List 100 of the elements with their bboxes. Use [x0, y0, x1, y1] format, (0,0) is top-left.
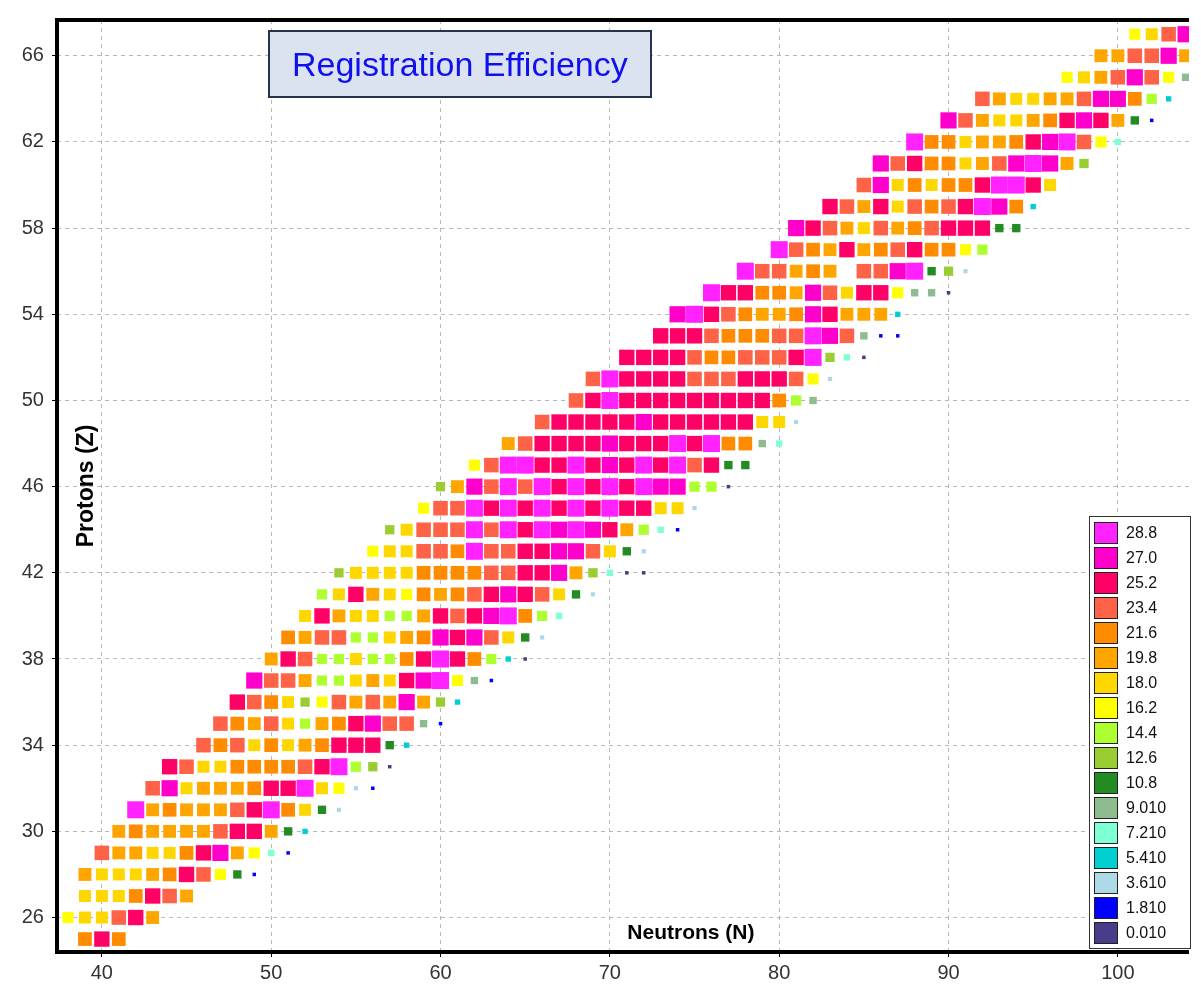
- y-tick-label: 46: [21, 474, 44, 497]
- point: [741, 460, 750, 470]
- point: [367, 545, 379, 557]
- point: [62, 911, 74, 924]
- point: [862, 355, 866, 360]
- point: [465, 499, 483, 517]
- point: [724, 460, 733, 470]
- point: [567, 478, 585, 496]
- point: [702, 435, 720, 453]
- point: [1165, 96, 1172, 102]
- point: [316, 782, 328, 795]
- x-tick-label: 60: [429, 960, 452, 983]
- point: [669, 435, 687, 453]
- x-tick-label: 50: [260, 960, 283, 983]
- point: [197, 760, 210, 773]
- point: [1058, 133, 1076, 151]
- y-tick-label: 38: [21, 646, 44, 669]
- point: [804, 306, 822, 323]
- legend-label: 28.8: [1126, 523, 1158, 542]
- point: [366, 609, 379, 622]
- point: [973, 198, 991, 216]
- point: [540, 635, 545, 640]
- point: [371, 786, 375, 791]
- point: [990, 176, 1008, 194]
- point: [671, 502, 684, 515]
- point: [840, 286, 853, 299]
- point: [316, 653, 328, 665]
- point: [95, 868, 108, 881]
- point: [533, 499, 551, 517]
- point: [601, 478, 619, 496]
- point: [1095, 136, 1107, 148]
- point: [282, 696, 295, 709]
- point: [891, 179, 904, 192]
- point: [652, 478, 669, 495]
- point: [892, 287, 904, 299]
- point: [959, 157, 972, 170]
- point: [770, 241, 788, 259]
- point: [521, 633, 530, 642]
- x-tick-label: 90: [937, 960, 960, 983]
- point: [533, 521, 551, 539]
- point: [550, 543, 568, 560]
- point: [773, 416, 786, 429]
- point: [879, 334, 883, 338]
- point: [432, 629, 449, 646]
- point: [1181, 73, 1189, 81]
- point: [465, 542, 483, 560]
- point: [635, 478, 653, 496]
- point: [1027, 92, 1040, 105]
- point: [669, 456, 687, 474]
- point: [316, 675, 328, 686]
- point: [1044, 179, 1057, 192]
- point: [1130, 116, 1139, 125]
- point: [706, 481, 717, 492]
- point: [1061, 71, 1073, 83]
- point: [1145, 28, 1158, 41]
- point: [286, 851, 290, 855]
- point: [895, 334, 900, 338]
- point: [212, 844, 229, 861]
- point: [334, 568, 344, 578]
- point: [567, 521, 585, 539]
- legend-label: 19.8: [1126, 648, 1158, 667]
- point: [248, 847, 260, 859]
- point: [129, 868, 142, 881]
- point: [246, 672, 263, 689]
- point: [977, 244, 988, 255]
- legend-label: 10.8: [1126, 773, 1158, 792]
- point: [959, 244, 972, 256]
- legend-label: 16.2: [1126, 698, 1158, 717]
- point: [368, 762, 378, 772]
- point: [641, 571, 646, 575]
- point: [702, 284, 720, 302]
- point: [1042, 133, 1059, 151]
- point: [601, 499, 619, 517]
- point: [400, 566, 413, 579]
- legend-label: 5.410: [1126, 848, 1167, 867]
- point: [432, 650, 450, 668]
- point: [333, 653, 345, 665]
- point: [807, 373, 819, 385]
- text: Registration Efficiency: [268, 30, 652, 98]
- legend-label: 1.810: [1126, 898, 1167, 917]
- point: [499, 607, 517, 625]
- point: [635, 413, 652, 431]
- point: [349, 674, 362, 687]
- point: [95, 911, 108, 924]
- x-tick-label: 70: [598, 960, 621, 983]
- point: [516, 456, 534, 474]
- point: [669, 306, 686, 323]
- point: [804, 327, 822, 345]
- point: [112, 889, 125, 902]
- point: [959, 135, 972, 148]
- point: [367, 632, 378, 643]
- point: [601, 370, 619, 388]
- point: [454, 699, 461, 705]
- point: [499, 499, 517, 517]
- point: [601, 457, 618, 474]
- point: [332, 588, 345, 601]
- point: [686, 305, 704, 323]
- y-tick-label: 42: [21, 560, 44, 583]
- point: [233, 870, 242, 879]
- point: [927, 267, 936, 276]
